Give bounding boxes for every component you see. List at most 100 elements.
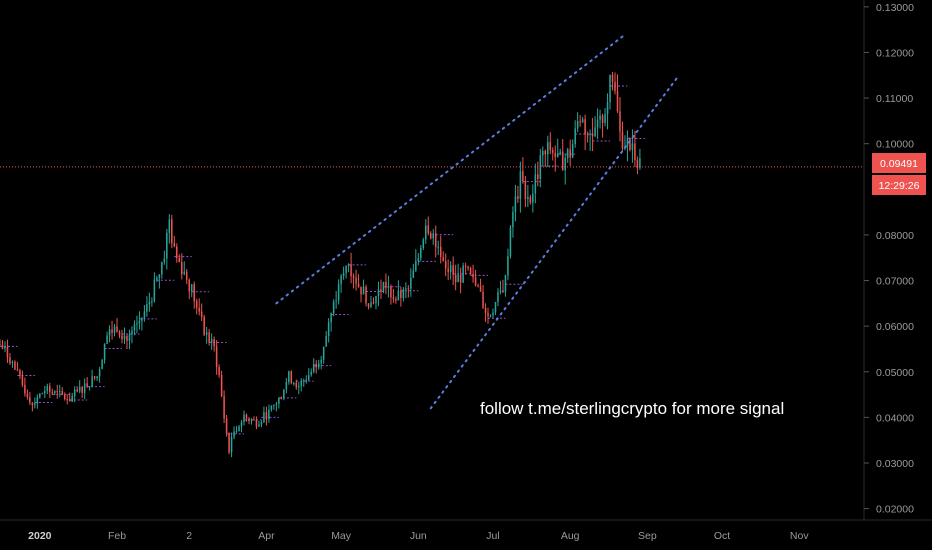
candle-body <box>302 380 305 382</box>
candle-body <box>39 393 41 398</box>
candle-body <box>554 152 557 158</box>
candle-body <box>412 270 415 278</box>
candle-body <box>24 384 26 394</box>
candle-body <box>285 382 288 390</box>
candle-body <box>357 283 360 287</box>
candle-body <box>614 81 616 92</box>
candle-body <box>417 258 420 261</box>
candle-body <box>26 393 29 398</box>
candle-body <box>71 395 73 402</box>
candle-body <box>469 268 472 274</box>
candle-body <box>76 389 78 392</box>
time-tick-label: Sep <box>638 530 657 542</box>
candle-body <box>83 383 86 393</box>
candle-body <box>507 256 509 276</box>
candle-body <box>11 361 14 364</box>
candle-body <box>342 273 345 276</box>
candle-body <box>243 414 245 423</box>
candle-body <box>91 376 93 387</box>
candle-body <box>0 344 1 346</box>
candle-body <box>599 115 601 120</box>
candle-body <box>524 181 527 200</box>
candle-body <box>589 133 591 135</box>
candle-body <box>474 277 477 286</box>
candle-body <box>494 301 497 313</box>
candle-body <box>606 102 609 115</box>
candle-body <box>220 375 223 397</box>
candle-body <box>534 174 537 194</box>
candle-body <box>73 389 76 396</box>
channel-line-upper[interactable] <box>275 35 624 305</box>
candle-body <box>136 323 138 325</box>
time-tick-label: Jul <box>486 530 499 542</box>
candle-body <box>380 289 382 292</box>
candlestick-series <box>0 71 641 458</box>
candle-body <box>390 286 392 298</box>
price-tick-label: 0.12000 <box>876 47 914 59</box>
candle-body <box>93 376 96 379</box>
candle-body <box>444 260 447 269</box>
current-price-label: 0.09491 <box>880 158 918 170</box>
time-axis-ticks[interactable]: 2020 Feb 2 Apr May Jun Jul Aug Sep Oct Nov <box>28 530 809 542</box>
price-tick-label: 0.02000 <box>876 504 914 516</box>
candle-body <box>255 419 258 427</box>
candle-body <box>601 115 604 123</box>
candle-body <box>542 151 544 156</box>
candle-body <box>502 290 504 293</box>
candle-body <box>205 332 208 335</box>
candle-body <box>355 277 357 284</box>
candle-body <box>484 307 487 313</box>
candle-body <box>312 363 315 372</box>
candle-body <box>121 335 123 340</box>
candle-body <box>425 225 427 240</box>
candle-body <box>31 402 34 406</box>
countdown-tag <box>872 175 926 195</box>
candle-body <box>634 143 636 160</box>
price-tick-label: 0.11000 <box>876 93 913 105</box>
candle-body <box>482 291 484 308</box>
candle-body <box>56 391 59 393</box>
candle-body <box>61 391 64 395</box>
candle-body <box>265 412 268 420</box>
candle-body <box>320 359 322 364</box>
candle-body <box>111 329 113 333</box>
candle-body <box>215 346 218 367</box>
candle-body <box>213 339 215 347</box>
candle-body <box>434 233 437 248</box>
candle-body <box>300 380 303 386</box>
candle-body <box>454 274 457 283</box>
price-axis[interactable] <box>864 0 932 520</box>
candle-body <box>290 371 293 384</box>
candle-body <box>579 121 581 123</box>
candle-body <box>293 382 295 384</box>
candle-body <box>360 286 362 295</box>
candle-body <box>218 366 220 376</box>
candle-body <box>163 258 166 263</box>
candle-body <box>420 248 422 259</box>
candle-body <box>238 426 240 432</box>
candle-body <box>106 335 108 344</box>
candle-body <box>611 74 614 82</box>
candle-body <box>44 390 46 394</box>
candle-body <box>54 391 56 394</box>
time-tick-label: Feb <box>108 530 126 542</box>
candle-body <box>452 265 454 275</box>
candle-body <box>547 142 549 155</box>
candle-body <box>230 436 233 453</box>
candle-body <box>101 360 103 370</box>
candle-body <box>273 404 275 406</box>
candle-body <box>253 419 255 421</box>
candle-body <box>198 308 200 312</box>
candle-body <box>442 257 444 261</box>
candle-body <box>34 403 36 406</box>
candle-body <box>586 134 589 136</box>
annotation-text: follow t.me/sterlingcrypto for more sign… <box>480 399 784 418</box>
candle-body <box>68 399 71 402</box>
candle-body <box>268 409 270 420</box>
channel-line-lower[interactable] <box>429 76 679 410</box>
candle-body <box>497 292 499 302</box>
time-tick-label: 2020 <box>28 530 52 542</box>
candle-body <box>514 196 517 212</box>
candle-body <box>185 271 188 280</box>
